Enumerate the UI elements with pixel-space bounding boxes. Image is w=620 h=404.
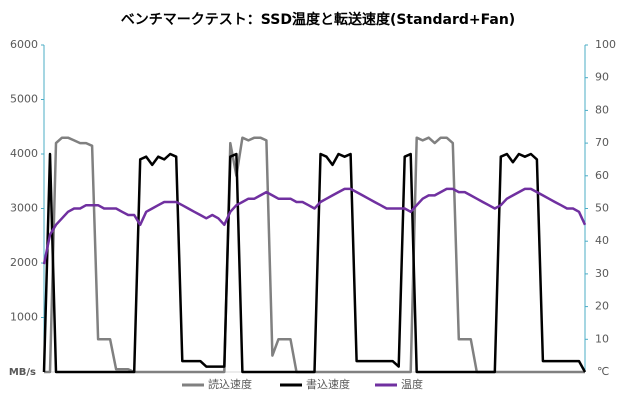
y2-axis-label: ℃	[597, 365, 609, 378]
y-tick-label: 3000	[10, 202, 38, 215]
y2-tick-label: 40	[595, 234, 609, 247]
y-tick-label: 2000	[10, 256, 38, 269]
y-tick-label: 1000	[10, 311, 38, 324]
y-axis-label: MB/s	[9, 367, 36, 378]
legend-label: 読込速度	[208, 377, 252, 391]
y2-tick-label: 10	[595, 332, 609, 345]
y2-tick-label: 30	[595, 267, 609, 280]
y2-tick-label: 100	[595, 38, 616, 51]
legend-label: 書込速度	[306, 377, 350, 391]
chart-title: ベンチマークテスト：SSD温度と転送速度(Standard+Fan)	[121, 11, 515, 28]
y2-tick-label: 20	[595, 300, 609, 313]
y2-tick-label: 80	[595, 103, 609, 116]
y-tick-label: 6000	[10, 38, 38, 51]
legend-label: 温度	[401, 377, 423, 391]
y2-tick-label: 90	[595, 71, 609, 84]
y2-tick-label: 60	[595, 169, 609, 182]
y-tick-label: 5000	[10, 93, 38, 106]
y2-tick-label: 50	[595, 202, 609, 215]
y2-tick-label: 70	[595, 136, 609, 149]
series-line	[42, 152, 587, 374]
y-tick-label: 4000	[10, 147, 38, 160]
series-line	[42, 187, 587, 265]
